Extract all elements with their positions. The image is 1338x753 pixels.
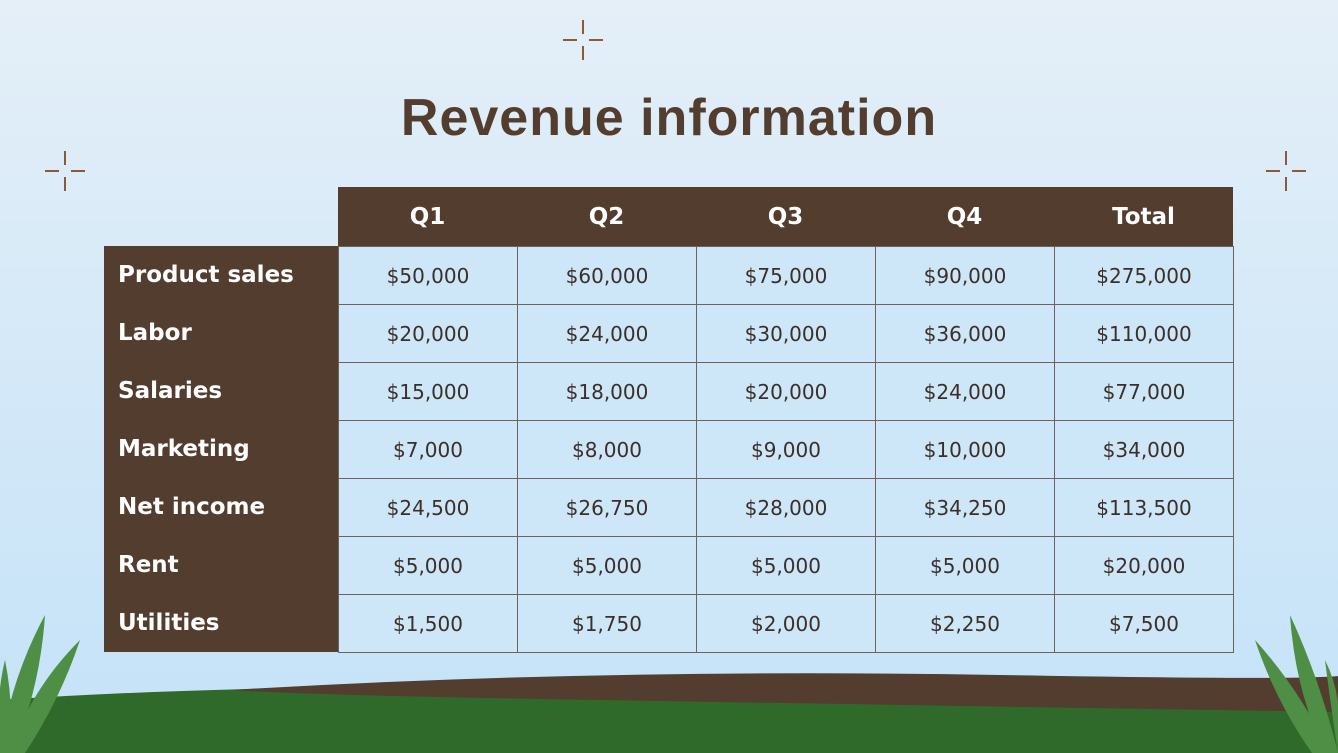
soil [230,672,1338,712]
cell-value: $90,000 [875,246,1055,305]
cell-value: $8,000 [517,420,697,479]
cell-value: $110,000 [1054,304,1234,363]
cell-value: $18,000 [517,362,697,421]
row-label: Product sales [104,246,338,304]
row-label: Utilities [104,594,338,652]
cell-value: $7,500 [1054,594,1234,653]
cell-value: $15,000 [338,362,518,421]
cell-value: $5,000 [875,536,1055,595]
cell-value: $77,000 [1054,362,1234,421]
row-label: Labor [104,304,338,362]
cell-value: $20,000 [1054,536,1234,595]
cell-value: $9,000 [696,420,876,479]
leaves [0,615,1338,753]
cell-value: $75,000 [696,246,876,305]
row-label: Marketing [104,420,338,478]
sparkles [45,20,1306,191]
column-header: Q4 [875,187,1054,246]
cell-value: $5,000 [696,536,876,595]
column-header: Q2 [517,187,696,246]
cell-value: $34,250 [875,478,1055,537]
cell-value: $113,500 [1054,478,1234,537]
column-header: Q3 [696,187,875,246]
cell-value: $2,000 [696,594,876,653]
cell-value: $36,000 [875,304,1055,363]
cell-value: $50,000 [338,246,518,305]
cell-value: $1,500 [338,594,518,653]
column-header: Total [1054,187,1233,246]
title: Revenue information [400,89,938,147]
cell-value: $5,000 [517,536,697,595]
cell-value: $2,250 [875,594,1055,653]
cell-value: $28,000 [696,478,876,537]
cell-value: $275,000 [1054,246,1234,305]
cell-value: $26,750 [517,478,697,537]
cell-value: $5,000 [338,536,518,595]
cell-value: $30,000 [696,304,876,363]
cell-value: $7,000 [338,420,518,479]
cell-value: $24,000 [517,304,697,363]
cell-value: $20,000 [696,362,876,421]
column-header: Q1 [338,187,517,246]
cell-value: $60,000 [517,246,697,305]
cell-value: $24,500 [338,478,518,537]
cell-value: $20,000 [338,304,518,363]
row-label: Salaries [104,362,338,420]
cell-value: $34,000 [1054,420,1234,479]
cell-value: $1,750 [517,594,697,653]
row-label: Net income [104,478,338,536]
cell-value: $24,000 [875,362,1055,421]
cell-value: $10,000 [875,420,1055,479]
row-label: Rent [104,536,338,594]
